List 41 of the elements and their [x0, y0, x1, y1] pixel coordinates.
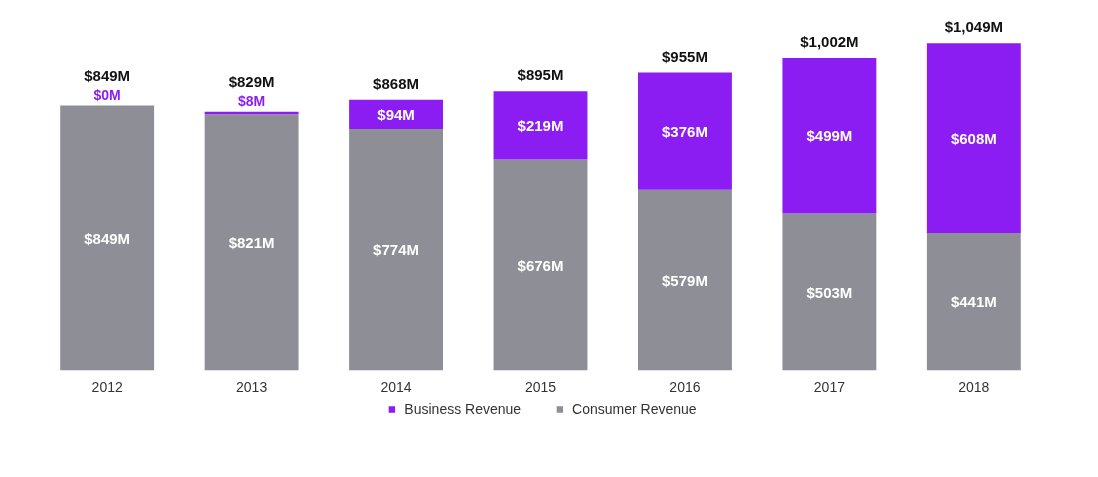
- x-tick-label: 2012: [91, 378, 123, 395]
- bar: [493, 159, 588, 371]
- data-label: $608M: [950, 129, 997, 147]
- data-label: $0M: [93, 86, 121, 103]
- data-label: $376M: [662, 122, 708, 140]
- data-label: $774M: [373, 241, 419, 259]
- data-label: $94M: [377, 105, 415, 123]
- total-label: $1,049M: [944, 18, 1004, 36]
- total-label: $1,002M: [800, 32, 859, 50]
- total-label: $849M: [84, 66, 131, 84]
- data-label: $441M: [950, 293, 997, 311]
- bar: [782, 213, 877, 371]
- total-label: $868M: [373, 74, 419, 92]
- x-tick-label: 2014: [380, 378, 412, 395]
- legend-label: Consumer Revenue: [572, 401, 697, 417]
- data-label: $503M: [806, 283, 853, 301]
- data-label: $8M: [237, 92, 266, 109]
- x-tick-label: 2016: [669, 378, 701, 395]
- bar: [493, 91, 588, 160]
- x-tick-label: 2018: [958, 378, 990, 395]
- total-label: $895M: [517, 66, 564, 84]
- legend-label: Business Revenue: [404, 401, 522, 417]
- data-label: $219M: [517, 116, 564, 134]
- data-label: $849M: [84, 229, 131, 247]
- bar: [349, 129, 443, 371]
- data-label: $579M: [662, 271, 708, 289]
- total-label: $829M: [228, 72, 275, 90]
- data-label: $499M: [806, 127, 853, 145]
- bar: [204, 114, 299, 371]
- bar: [926, 43, 1021, 233]
- bar: [782, 57, 877, 214]
- bar: [60, 105, 155, 371]
- data-label: $821M: [228, 233, 275, 251]
- bar: [926, 232, 1021, 371]
- bar: [638, 72, 732, 190]
- data-label: $676M: [517, 256, 564, 274]
- x-tick-label: 2015: [524, 378, 557, 395]
- x-tick-label: 2017: [813, 378, 846, 395]
- bar: [638, 189, 732, 371]
- x-tick-label: 2013: [236, 378, 268, 395]
- total-label: $955M: [662, 47, 708, 65]
